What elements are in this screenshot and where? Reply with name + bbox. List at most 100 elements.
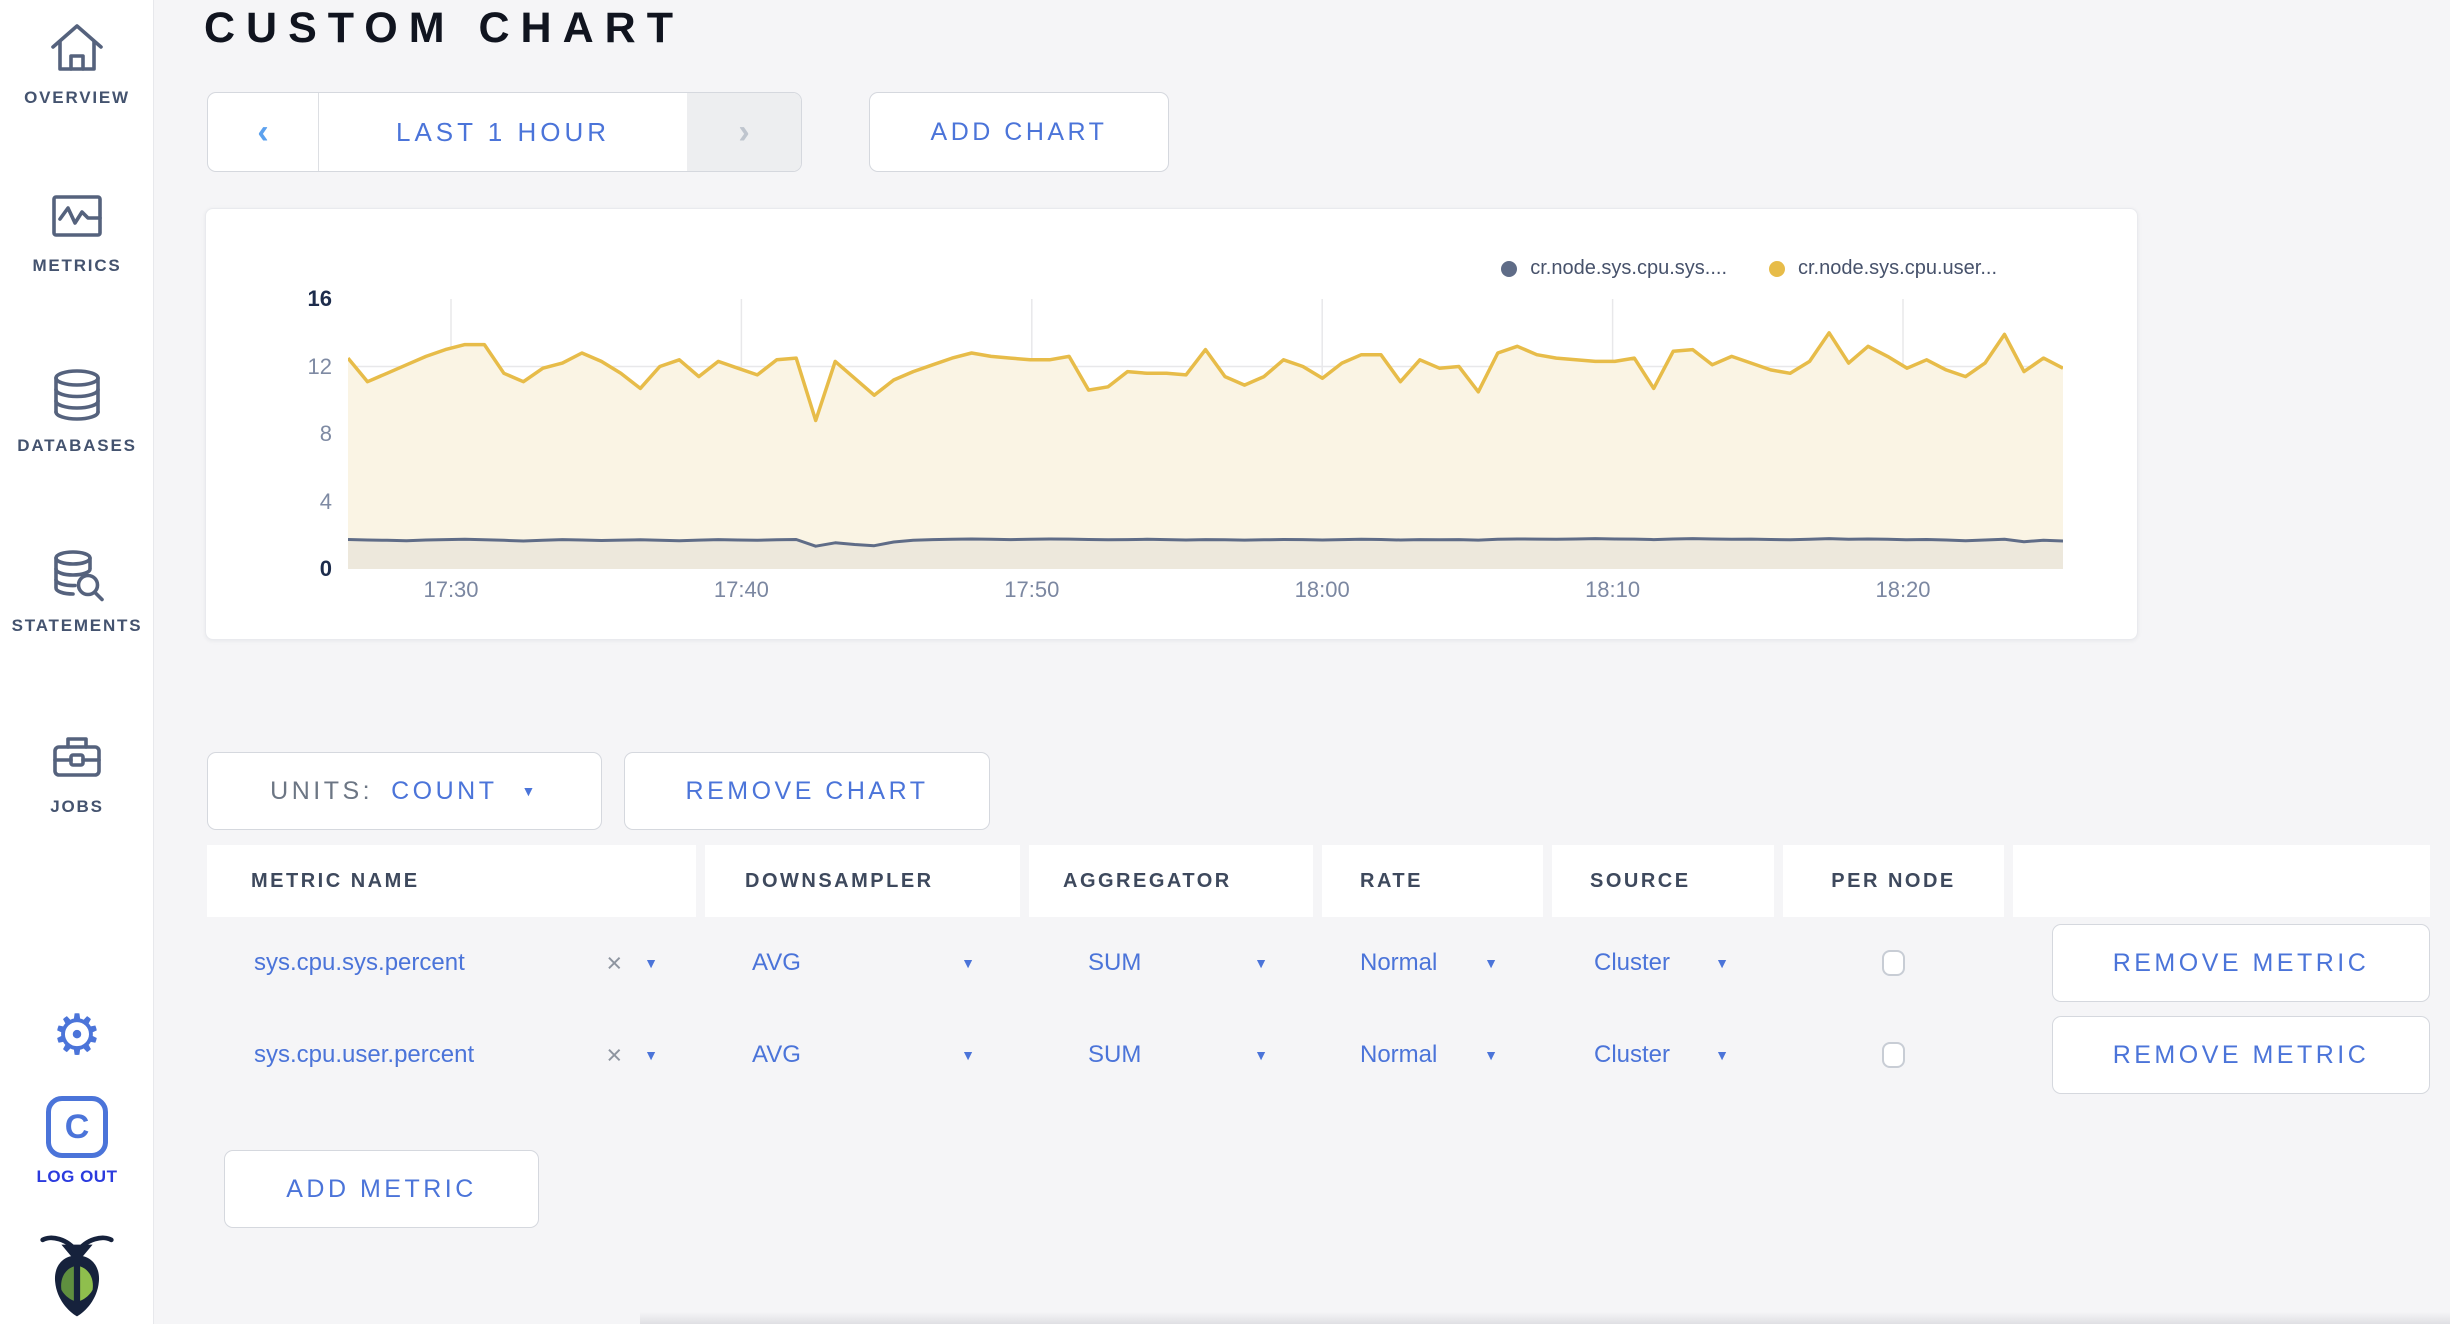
per-node-checkbox[interactable]: [1882, 950, 1905, 976]
cockroach-c-logo-icon: C: [46, 1096, 108, 1158]
metric-row: sys.cpu.user.percent × ▼ AVG ▼ SUM ▼ Normal ▼ Clu…: [207, 1009, 2430, 1101]
x-axis-tick: 17:30: [423, 577, 479, 602]
chevron-down-icon: ▼: [1484, 1047, 1498, 1063]
time-window-selector: ‹ LAST 1 HOUR ›: [207, 92, 802, 172]
column-header-downsampler: DOWNSAMPLER: [705, 845, 1020, 917]
metric-row: sys.cpu.sys.percent × ▼ AVG ▼ SUM ▼ Normal ▼ Clus…: [207, 917, 2430, 1009]
aggregator-select[interactable]: SUM ▼: [1088, 949, 1268, 976]
metric-name-value[interactable]: sys.cpu.user.percent: [254, 1041, 475, 1068]
cockroach-logo-link[interactable]: [0, 1232, 154, 1323]
y-axis-tick: 12: [307, 353, 332, 379]
legend-item: cr.node.sys.cpu.user...: [1769, 257, 1997, 280]
units-label: UNITS:: [270, 776, 374, 805]
sidebar-item-jobs[interactable]: JOBS: [0, 725, 154, 817]
logout-label: LOG OUT: [36, 1167, 118, 1186]
sidebar-item-label: STATEMENTS: [11, 616, 143, 635]
remove-chart-button[interactable]: REMOVE CHART: [624, 752, 990, 830]
x-axis-labels: 17:30 17:40 17:50 18:00 18:10 18:20: [206, 577, 2139, 607]
chevron-down-icon: ▼: [521, 783, 539, 799]
per-node-checkbox[interactable]: [1882, 1042, 1905, 1068]
y-axis-tick: 0: [319, 556, 332, 581]
column-header-aggregator: AGGREGATOR: [1029, 845, 1313, 917]
time-window-next-button[interactable]: ›: [687, 93, 801, 171]
chevron-down-icon: ▼: [961, 955, 975, 971]
time-window-prev-button[interactable]: ‹: [208, 93, 319, 171]
time-window-value[interactable]: LAST 1 HOUR: [395, 116, 610, 147]
remove-metric-button[interactable]: REMOVE METRIC: [2052, 1016, 2430, 1094]
aggregator-select[interactable]: SUM ▼: [1088, 1041, 1268, 1068]
add-chart-button[interactable]: ADD CHART: [869, 92, 1169, 172]
per-node-cell: [1783, 950, 2004, 976]
main-content: CUSTOM CHART ‹ LAST 1 HOUR › ADD CHART c…: [155, 0, 2450, 1324]
logout-button[interactable]: C LOG OUT: [0, 1096, 154, 1187]
source-select[interactable]: Cluster ▼: [1594, 1041, 1729, 1068]
sidebar-item-label: DATABASES: [17, 436, 137, 455]
column-header-source: SOURCE: [1552, 845, 1774, 917]
sidebar: OVERVIEW METRICS DATABASE: [0, 0, 154, 1324]
chevron-down-icon: ▼: [1715, 1047, 1729, 1063]
clear-metric-icon[interactable]: ×: [606, 947, 623, 978]
add-metric-button[interactable]: ADD METRIC: [224, 1150, 539, 1228]
y-axis-tick: 16: [307, 286, 332, 311]
gear-icon: ⚙: [51, 1003, 103, 1068]
chevron-down-icon: ▼: [1254, 955, 1268, 971]
actions-cell: REMOVE METRIC: [2013, 1016, 2430, 1094]
metrics-chart-icon: [52, 195, 102, 237]
legend-dot-sys: [1501, 260, 1518, 277]
clear-metric-icon[interactable]: ×: [606, 1039, 623, 1070]
statements-search-icon: [54, 550, 104, 602]
downsampler-select[interactable]: AVG ▼: [752, 949, 975, 976]
chart-panel: cr.node.sys.cpu.sys.... cr.node.sys.cpu.…: [205, 208, 2138, 640]
cockroach-bug-icon: [40, 1235, 114, 1317]
legend-label: cr.node.sys.cpu.user...: [1798, 257, 1997, 279]
source-select[interactable]: Cluster ▼: [1594, 949, 1729, 976]
x-axis-tick: 17:50: [1004, 577, 1060, 602]
chevron-down-icon[interactable]: ▼: [644, 1047, 658, 1063]
sidebar-item-label: OVERVIEW: [24, 88, 130, 107]
metric-name-cell: sys.cpu.user.percent × ▼: [207, 1041, 696, 1069]
briefcase-icon: [53, 737, 101, 777]
chevron-right-icon: ›: [738, 113, 750, 151]
sidebar-item-statements[interactable]: STATEMENTS: [0, 544, 154, 636]
metric-name-value[interactable]: sys.cpu.sys.percent: [254, 949, 465, 976]
y-axis-tick: 8: [319, 421, 332, 446]
metrics-table-header-row: METRIC NAME DOWNSAMPLER AGGREGATOR RATE SOUR…: [207, 845, 2430, 917]
chevron-down-icon[interactable]: ▼: [644, 955, 658, 971]
units-dropdown[interactable]: UNITS: COUNT ▼: [207, 752, 602, 830]
page-title: CUSTOM CHART: [204, 4, 684, 52]
y-axis-labels: 16 12 8 4 0: [206, 209, 332, 641]
x-axis-tick: 18:00: [1294, 577, 1350, 602]
units-value: COUNT: [391, 776, 498, 805]
rate-select[interactable]: Normal ▼: [1360, 1041, 1498, 1068]
rate-select[interactable]: Normal ▼: [1360, 949, 1498, 976]
x-axis-tick: 18:10: [1585, 577, 1641, 602]
sidebar-item-label: JOBS: [50, 797, 104, 816]
sidebar-item-databases[interactable]: DATABASES: [0, 364, 154, 456]
downsampler-select[interactable]: AVG ▼: [752, 1041, 975, 1068]
per-node-cell: [1783, 1042, 2004, 1068]
actions-cell: REMOVE METRIC: [2013, 924, 2430, 1002]
legend-item: cr.node.sys.cpu.sys....: [1501, 257, 1727, 280]
remove-metric-button[interactable]: REMOVE METRIC: [2052, 924, 2430, 1002]
home-icon: [51, 24, 103, 71]
x-axis-tick: 17:40: [713, 577, 769, 602]
column-header-metric-name: METRIC NAME: [207, 845, 696, 917]
column-header-rate: RATE: [1322, 845, 1543, 917]
y-axis-tick: 4: [319, 488, 332, 514]
sidebar-item-overview[interactable]: OVERVIEW: [0, 16, 154, 108]
chart-plot-svg: [348, 299, 2063, 569]
settings-button[interactable]: ⚙: [0, 1006, 154, 1066]
chevron-down-icon: ▼: [1484, 955, 1498, 971]
column-header-per-node: PER NODE: [1783, 845, 2004, 917]
column-header-actions: [2013, 845, 2430, 917]
chart-legend: cr.node.sys.cpu.sys.... cr.node.sys.cpu.…: [1501, 257, 1997, 280]
sidebar-item-label: METRICS: [32, 256, 122, 275]
legend-dot-user: [1769, 260, 1785, 277]
sidebar-item-metrics[interactable]: METRICS: [0, 184, 154, 276]
database-icon: [54, 369, 100, 421]
metrics-table-body: sys.cpu.sys.percent × ▼ AVG ▼ SUM ▼ Normal ▼ Clus…: [207, 917, 2430, 1101]
legend-label: cr.node.sys.cpu.sys....: [1530, 257, 1727, 279]
chevron-down-icon: ▼: [961, 1047, 975, 1063]
metric-name-cell: sys.cpu.sys.percent × ▼: [207, 949, 696, 977]
